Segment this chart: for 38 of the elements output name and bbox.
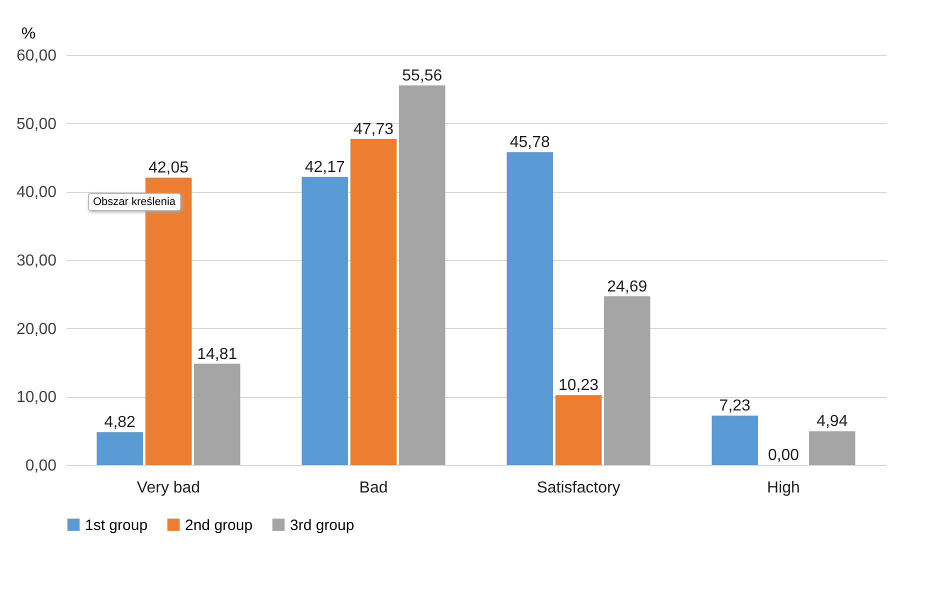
- data-label: 47,73: [353, 120, 394, 138]
- y-tick-label: 40,00: [16, 184, 57, 202]
- y-tick-label: 30,00: [16, 252, 57, 270]
- y-tick-label: 50,00: [16, 116, 57, 133]
- data-label: 4,82: [104, 414, 136, 432]
- bar: [399, 85, 446, 465]
- annotation: Obszar kreślenia: [88, 193, 181, 211]
- y-tick-label: 20,00: [16, 320, 57, 338]
- data-label: 45,78: [510, 134, 550, 152]
- y-axis-title: %: [21, 26, 36, 42]
- bar: [809, 431, 856, 465]
- legend-label: 2nd group: [185, 516, 253, 534]
- data-label: 24,69: [607, 278, 648, 296]
- data-label: 4,94: [816, 413, 848, 430]
- legend-label: 1st group: [85, 516, 148, 534]
- bar: [712, 416, 758, 465]
- bar: [302, 176, 348, 465]
- x-tick-label: Bad: [359, 480, 388, 496]
- bar: [506, 152, 553, 465]
- y-tick-label: 0,00: [25, 458, 57, 474]
- data-label: 10,23: [558, 377, 599, 394]
- data-label: 0,00: [768, 447, 800, 464]
- y-tick-label: 60,00: [16, 48, 57, 64]
- data-label: 55,56: [402, 67, 442, 84]
- x-tick-label: Very bad: [136, 480, 200, 496]
- x-tick-label: High: [767, 480, 800, 496]
- bar: [555, 395, 602, 465]
- y-tick-label: 10,00: [16, 389, 57, 406]
- bar: [96, 432, 143, 465]
- x-tick-label: Satisfactory: [536, 480, 620, 496]
- data-label: 7,23: [719, 398, 751, 415]
- legend-label: 3rd group: [290, 516, 354, 534]
- data-label: 14,81: [197, 346, 238, 363]
- data-label: 42,05: [148, 160, 189, 177]
- bar: [194, 364, 240, 465]
- bar: [604, 296, 650, 465]
- data-label: 42,17: [304, 158, 345, 176]
- bar: [350, 138, 397, 465]
